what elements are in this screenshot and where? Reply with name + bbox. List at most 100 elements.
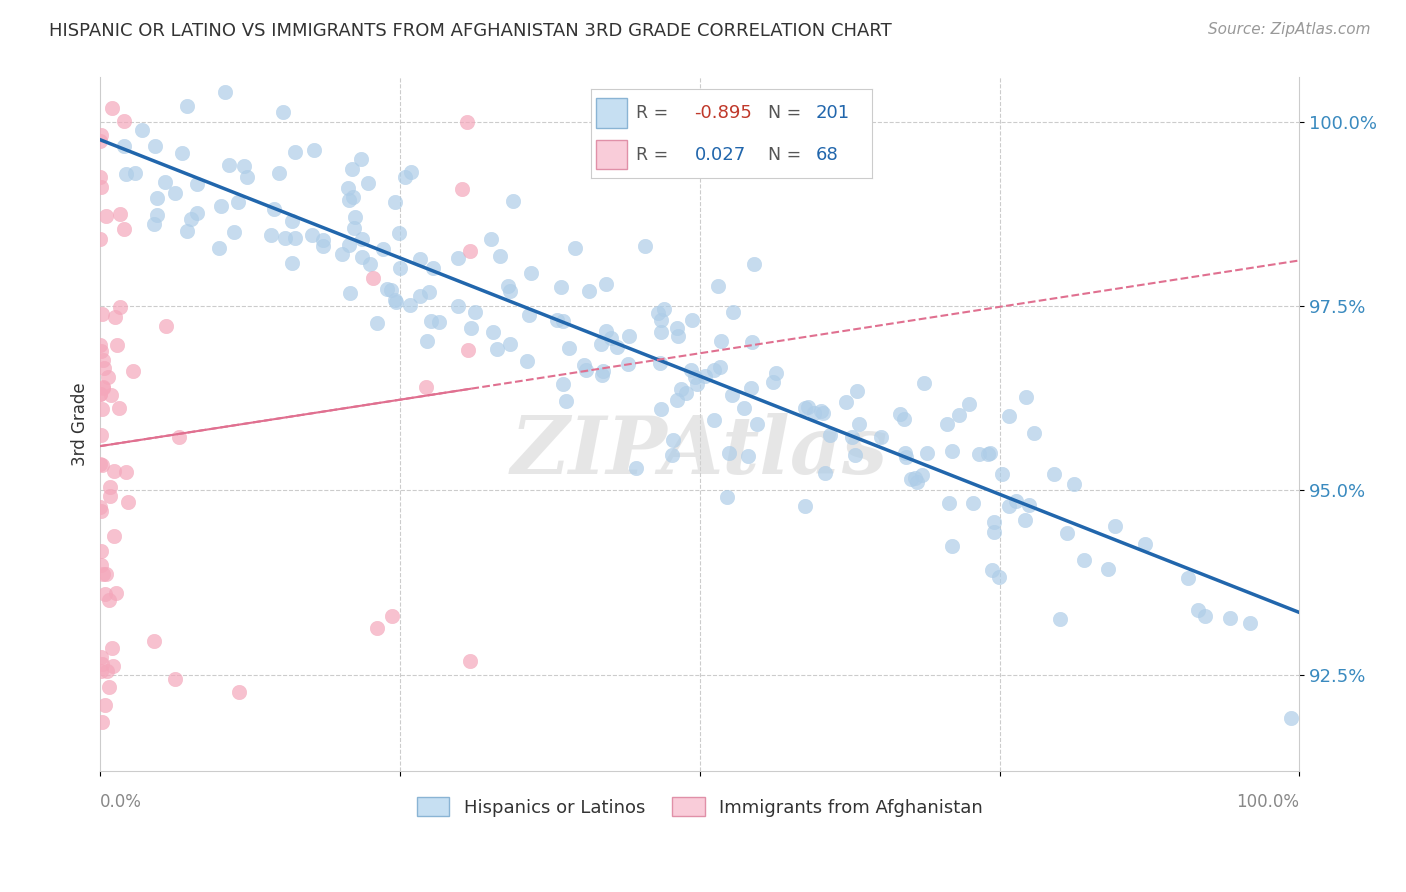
Point xyxy=(681,313,703,327)
Point xyxy=(707,279,730,293)
Point xyxy=(380,283,402,297)
Point xyxy=(558,341,581,355)
Point xyxy=(575,363,598,377)
Point xyxy=(479,231,502,245)
Point xyxy=(98,592,121,607)
Point xyxy=(721,387,744,401)
Point xyxy=(90,128,112,142)
Point xyxy=(742,257,765,271)
Point xyxy=(384,293,406,307)
Point xyxy=(591,337,613,351)
Point xyxy=(155,175,177,189)
Point xyxy=(165,186,187,200)
Point xyxy=(93,360,115,375)
Point xyxy=(661,448,683,462)
Point xyxy=(983,515,1005,529)
FancyBboxPatch shape xyxy=(596,140,627,169)
Point xyxy=(574,359,596,373)
Point xyxy=(98,480,121,494)
Point xyxy=(269,166,291,180)
Point xyxy=(260,227,283,242)
Point xyxy=(967,447,990,461)
Point xyxy=(716,491,738,505)
Point xyxy=(1015,390,1038,404)
Point xyxy=(818,428,841,442)
Point xyxy=(146,191,169,205)
Point xyxy=(606,340,628,354)
Point xyxy=(1022,426,1045,441)
Y-axis label: 3rd Grade: 3rd Grade xyxy=(72,383,89,466)
Point xyxy=(811,406,834,420)
Point xyxy=(662,433,685,447)
Point xyxy=(1042,467,1064,481)
Text: HISPANIC OR LATINO VS IMMIGRANTS FROM AFGHANISTAN 3RD GRADE CORRELATION CHART: HISPANIC OR LATINO VS IMMIGRANTS FROM AF… xyxy=(49,22,891,40)
Point xyxy=(361,270,384,285)
Point xyxy=(112,138,135,153)
Point xyxy=(381,609,404,624)
Point xyxy=(344,210,367,224)
Point xyxy=(718,446,741,460)
Point xyxy=(89,500,111,514)
Point xyxy=(122,364,145,378)
Point xyxy=(214,85,236,99)
Point xyxy=(330,246,353,260)
Point xyxy=(172,145,194,160)
Point xyxy=(176,224,198,238)
Text: 0.027: 0.027 xyxy=(695,145,745,164)
Point xyxy=(90,428,112,442)
Point xyxy=(741,334,763,349)
Point xyxy=(553,314,575,328)
Point xyxy=(1177,571,1199,585)
Point xyxy=(450,182,472,196)
Point xyxy=(1005,494,1028,508)
Point xyxy=(142,218,165,232)
Point xyxy=(224,225,246,239)
Point xyxy=(1014,513,1036,527)
Point xyxy=(301,228,323,243)
Point xyxy=(460,655,482,669)
Point xyxy=(112,222,135,236)
Point xyxy=(94,587,117,601)
Point xyxy=(186,177,208,191)
Point xyxy=(104,310,127,324)
Point xyxy=(904,471,927,485)
Point xyxy=(97,680,120,694)
Point xyxy=(889,407,911,421)
Point xyxy=(669,382,692,396)
Point xyxy=(592,364,614,378)
Point xyxy=(167,429,190,443)
Point xyxy=(90,504,112,518)
Point xyxy=(517,308,540,322)
Point xyxy=(236,170,259,185)
Point xyxy=(675,386,697,401)
Point xyxy=(941,444,963,458)
Point xyxy=(394,170,416,185)
Point xyxy=(108,207,131,221)
Point xyxy=(936,417,959,431)
Point xyxy=(1239,615,1261,630)
Point xyxy=(988,569,1011,583)
Point xyxy=(650,356,672,370)
Point xyxy=(844,448,866,462)
Point xyxy=(271,104,294,119)
Point xyxy=(415,380,437,394)
Point xyxy=(841,430,863,444)
Point xyxy=(384,295,406,310)
Point xyxy=(617,357,640,371)
Point xyxy=(108,300,131,314)
Point xyxy=(143,634,166,648)
Point xyxy=(146,208,169,222)
Point xyxy=(232,159,254,173)
Point xyxy=(226,195,249,210)
Point xyxy=(155,318,177,333)
Point xyxy=(665,321,688,335)
Point xyxy=(302,143,325,157)
Point xyxy=(666,329,689,343)
Point xyxy=(101,641,124,656)
Point xyxy=(280,255,302,269)
Point xyxy=(352,232,374,246)
Point xyxy=(685,370,707,384)
Point xyxy=(416,334,439,348)
Point xyxy=(366,316,388,330)
Point xyxy=(90,307,112,321)
